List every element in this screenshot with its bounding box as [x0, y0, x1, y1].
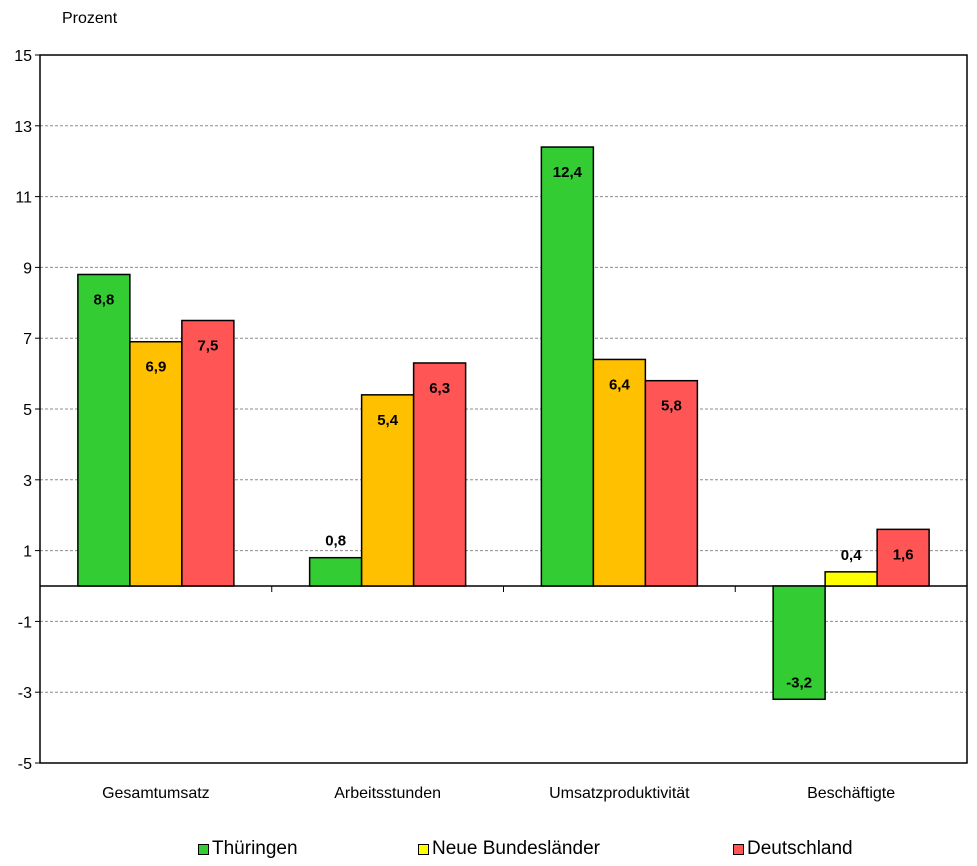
x-category-label: Beschäftigte — [807, 785, 895, 802]
data-label: 5,8 — [661, 398, 682, 415]
data-label: 0,4 — [841, 547, 863, 564]
bar — [129, 340, 183, 587]
data-label: 6,4 — [609, 376, 631, 393]
data-label: 5,4 — [377, 412, 399, 429]
data-label: 8,8 — [93, 291, 114, 308]
bar — [876, 528, 930, 587]
x-category-label: Arbeitsstunden — [334, 785, 441, 802]
y-tick-label: 9 — [23, 260, 32, 277]
legend: Thüringen Neue Bundesländer Deutschland — [0, 838, 977, 866]
data-label: -3,2 — [786, 674, 812, 691]
y-tick-label: 5 — [23, 402, 32, 419]
legend-item-deutschland: Deutschland — [733, 838, 853, 860]
bar — [592, 358, 647, 587]
y-tick-label: 13 — [14, 119, 32, 136]
data-label: 6,9 — [145, 359, 166, 376]
x-category-label: Umsatzproduktivität — [549, 785, 690, 802]
y-tick-label: 3 — [23, 473, 32, 490]
legend-swatch-deutschland — [733, 843, 744, 855]
data-label: 1,6 — [893, 546, 914, 563]
y-tick-label: -5 — [18, 756, 32, 773]
y-tick-label: 7 — [23, 331, 32, 348]
y-tick-label: -3 — [18, 685, 32, 702]
x-category-label: Gesamtumsatz — [102, 785, 210, 802]
data-label: 12,4 — [553, 164, 583, 181]
bar — [308, 556, 363, 587]
bar — [540, 146, 595, 587]
bar — [181, 319, 235, 587]
legend-item-neue-bundeslaender: Neue Bundesländer — [418, 838, 600, 860]
y-tick-label: 11 — [15, 190, 32, 207]
legend-label-neue-bundeslaender: Neue Bundesländer — [432, 838, 600, 859]
y-tick-label: 15 — [14, 48, 32, 65]
y-tick-label: -1 — [18, 614, 32, 631]
data-label: 7,5 — [197, 338, 218, 355]
bar — [772, 585, 826, 701]
bar — [824, 571, 878, 587]
data-label: 0,8 — [325, 533, 346, 550]
y-axis-title: Prozent — [62, 10, 118, 27]
legend-swatch-thueringen — [198, 843, 209, 855]
legend-swatch-neue-bundeslaender — [418, 843, 429, 855]
legend-label-deutschland: Deutschland — [747, 838, 853, 859]
data-label: 6,3 — [429, 380, 450, 397]
bar — [77, 273, 131, 587]
legend-label-thueringen: Thüringen — [212, 838, 298, 859]
legend-item-thueringen: Thüringen — [198, 838, 298, 860]
bar — [412, 362, 467, 587]
bar-chart: 15 13 11 9 7 5 3 1 -1 -3 -5 8,8 6,9 7,5 Gesamtumsatz 0,… — [14, 48, 968, 802]
bar — [644, 379, 699, 587]
y-tick-label: 1 — [23, 544, 32, 561]
